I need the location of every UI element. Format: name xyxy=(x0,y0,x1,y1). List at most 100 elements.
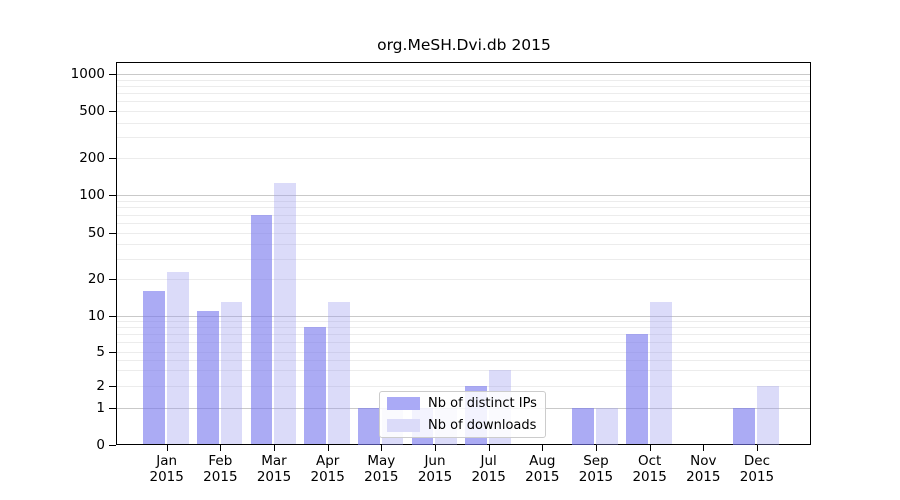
x-tick-mark xyxy=(274,444,276,451)
y-tick-label: 2 xyxy=(96,377,105,394)
minor-gridline xyxy=(117,122,810,124)
year-label: 2015 xyxy=(310,468,345,485)
month-label: Jul xyxy=(480,452,497,469)
plot-area xyxy=(116,62,811,445)
month-label: Aug xyxy=(529,452,556,469)
x-tick-label: Nov 2015 xyxy=(671,453,735,485)
year-label: 2015 xyxy=(203,468,238,485)
bar-distinct-ips xyxy=(196,310,219,445)
minor-gridline xyxy=(117,370,810,372)
month-label: Mar xyxy=(261,452,287,469)
x-tick-mark xyxy=(595,444,597,451)
legend-label: Nb of downloads xyxy=(428,417,537,433)
x-tick-label: Aug 2015 xyxy=(510,453,574,485)
minor-gridline xyxy=(117,93,810,95)
y-tick-label: 500 xyxy=(79,103,105,119)
x-tick-mark xyxy=(327,444,329,451)
y-tick-mark xyxy=(109,444,116,446)
minor-gridline xyxy=(117,279,810,281)
year-label: 2015 xyxy=(417,468,453,485)
x-tick-mark xyxy=(703,444,705,451)
x-tick-label: Oct 2015 xyxy=(618,453,682,485)
y-tick-mark xyxy=(109,195,116,197)
major-gridline xyxy=(117,195,810,197)
x-tick-mark xyxy=(756,444,758,451)
y-tick-label: 100 xyxy=(79,187,105,204)
month-label: Jan xyxy=(156,452,178,469)
x-tick-mark xyxy=(381,444,383,451)
month-label: Oct xyxy=(637,452,662,469)
bar-distinct-ips xyxy=(626,334,648,445)
distinct-ips-swatch-icon xyxy=(387,397,420,411)
x-tick-mark xyxy=(649,444,651,451)
minor-gridline xyxy=(117,321,810,323)
bar-downloads xyxy=(327,302,350,445)
y-tick-mark xyxy=(109,351,116,353)
y-tick-mark xyxy=(109,385,116,387)
bar-downloads xyxy=(649,302,672,445)
minor-gridline xyxy=(117,351,810,353)
x-tick-mark xyxy=(435,444,436,451)
year-label: 2015 xyxy=(632,468,667,485)
x-tick-label: Sep 2015 xyxy=(564,453,628,485)
minor-gridline xyxy=(117,258,810,260)
bar-downloads xyxy=(757,385,779,445)
minor-gridline xyxy=(117,158,810,160)
bar-distinct-ips xyxy=(250,214,273,445)
y-tick-mark xyxy=(109,111,116,112)
month-label: Dec xyxy=(743,452,771,469)
month-label: Apr xyxy=(315,452,340,469)
bar-distinct-ips xyxy=(357,408,380,445)
month-label: Feb xyxy=(208,452,233,469)
x-tick-label: Feb 2015 xyxy=(188,453,252,485)
minor-gridline xyxy=(117,385,810,387)
bar-distinct-ips xyxy=(143,291,165,445)
bar-distinct-ips xyxy=(733,408,756,445)
y-tick-mark xyxy=(109,158,116,160)
x-tick-mark xyxy=(166,444,168,451)
year-label: 2015 xyxy=(256,468,292,485)
minor-gridline xyxy=(117,137,810,139)
bar-downloads xyxy=(166,272,189,445)
x-tick-label: Jul 2015 xyxy=(457,453,521,485)
minor-gridline xyxy=(117,359,810,361)
minor-gridline xyxy=(117,214,810,216)
minor-gridline xyxy=(117,327,810,329)
y-tick-mark xyxy=(109,74,116,75)
y-tick-label: 50 xyxy=(87,225,105,241)
y-tick-label: 5 xyxy=(96,343,105,360)
y-tick-label: 1000 xyxy=(70,66,105,82)
y-tick-mark xyxy=(109,233,116,234)
x-tick-label: Apr 2015 xyxy=(296,453,360,485)
bar-downloads xyxy=(220,302,243,445)
major-gridline xyxy=(117,74,810,75)
month-label: Jun xyxy=(424,452,446,469)
legend-item-distinct-ips: Nb of distinct IPs xyxy=(380,394,545,414)
legend-label: Nb of distinct IPs xyxy=(428,396,537,412)
y-tick-label: 200 xyxy=(79,150,105,167)
y-tick-mark xyxy=(109,316,116,317)
year-label: 2015 xyxy=(686,468,721,485)
x-tick-label: Jun 2015 xyxy=(403,453,467,485)
x-tick-label: Dec 2015 xyxy=(725,453,789,485)
month-label: Sep xyxy=(583,452,609,469)
month-label: May xyxy=(367,452,396,469)
minor-gridline xyxy=(117,233,810,234)
minor-gridline xyxy=(117,207,810,209)
y-tick-label: 0 xyxy=(96,436,105,453)
minor-gridline xyxy=(117,342,810,344)
minor-gridline xyxy=(117,79,810,81)
x-tick-mark xyxy=(220,444,222,451)
minor-gridline xyxy=(117,85,810,87)
chart-title: org.MeSH.Dvi.db 2015 xyxy=(377,36,551,54)
major-gridline xyxy=(117,316,810,317)
minor-gridline xyxy=(117,334,810,336)
minor-gridline xyxy=(117,223,810,225)
bar-distinct-ips xyxy=(572,408,595,445)
x-tick-mark xyxy=(542,444,544,451)
year-label: 2015 xyxy=(578,468,614,485)
y-tick-label: 1 xyxy=(96,400,105,416)
legend-item-downloads: Nb of downloads xyxy=(380,415,545,435)
downloads-swatch-icon xyxy=(387,418,420,432)
